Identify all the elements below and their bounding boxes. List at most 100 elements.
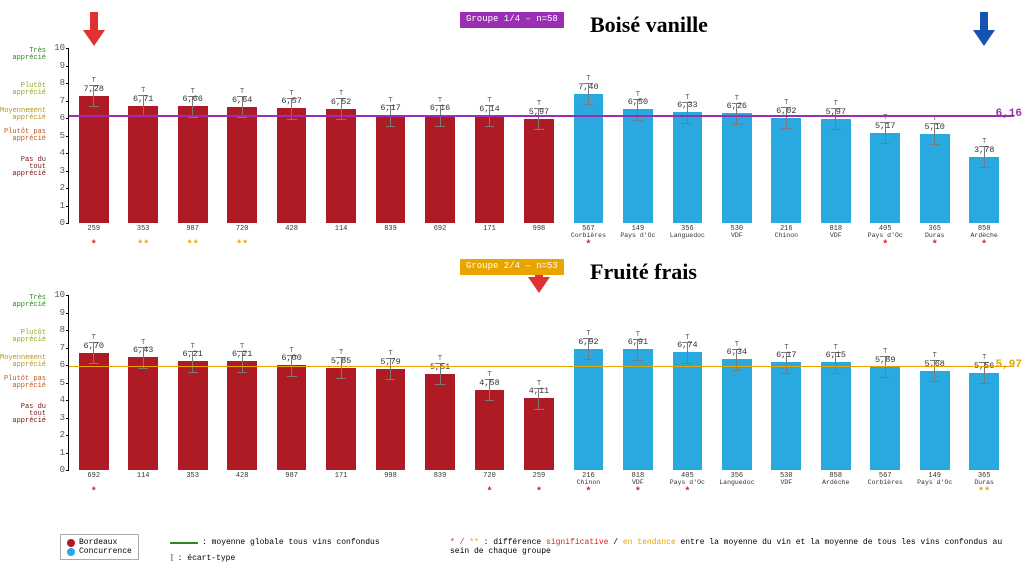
x-axis-label: 356Languedoc bbox=[712, 473, 761, 488]
x-axis-label: 171 bbox=[465, 226, 514, 241]
error-bar-cap-icon bbox=[188, 117, 198, 118]
significance-marker bbox=[613, 242, 662, 250]
legend-swatch-bordeaux-icon bbox=[67, 539, 75, 547]
x-axis-label: 353 bbox=[118, 226, 167, 241]
legend-label-concurrence: Concurrence bbox=[79, 547, 132, 556]
x-axis-label: 428 bbox=[217, 473, 266, 488]
x-axis-label: 259 bbox=[69, 226, 118, 241]
x-axis-label: 353 bbox=[168, 473, 217, 488]
bar-value-label: 6,02 bbox=[762, 106, 811, 116]
significance-marker: * bbox=[465, 489, 514, 497]
y-tick-label: 2 bbox=[45, 183, 65, 193]
error-bar-cap-icon bbox=[583, 104, 593, 105]
bar-value-label: 6,17 bbox=[366, 103, 415, 113]
x-labels-row: 692114353428987171998839720259216Chinon8… bbox=[69, 473, 1009, 488]
bar-value-label: 5,17 bbox=[861, 121, 910, 131]
legend-row-bordeaux: Bordeaux bbox=[67, 538, 132, 547]
bar-icon bbox=[673, 352, 703, 470]
bar-icon bbox=[79, 353, 109, 470]
y-tick-label: 2 bbox=[45, 430, 65, 440]
bar-column: T6,17 bbox=[366, 48, 415, 223]
bar-column: T5,56 bbox=[959, 295, 1008, 470]
bar-column: T5,51 bbox=[415, 295, 464, 470]
bar-icon bbox=[326, 109, 356, 223]
error-bar-cap-icon bbox=[485, 400, 495, 401]
y-tick-label: 10 bbox=[45, 290, 65, 300]
significance-marker bbox=[118, 489, 167, 497]
bar-value-label: 6,17 bbox=[762, 350, 811, 360]
error-bar-cap-icon bbox=[386, 379, 396, 380]
significance-marker: ** bbox=[959, 489, 1008, 497]
bar-value-label: 6,00 bbox=[267, 353, 316, 363]
bar-value-label: 6,92 bbox=[564, 337, 613, 347]
bar-icon bbox=[277, 365, 307, 470]
x-axis-label: 428 bbox=[267, 226, 316, 241]
error-bar-cap-icon bbox=[831, 373, 841, 374]
highlight-arrow-icon bbox=[83, 12, 105, 48]
y-tick-label: 6 bbox=[45, 113, 65, 123]
bars-row: T7,28T6,71T6,66T6,64T6,57T6,52T6,17T6,16… bbox=[69, 48, 1009, 223]
significance-marker: * bbox=[663, 489, 712, 497]
error-bar-cap-icon bbox=[880, 143, 890, 144]
bar-column: T6,14 bbox=[465, 48, 514, 223]
bar-icon bbox=[722, 113, 752, 223]
bar-value-label: 6,43 bbox=[118, 345, 167, 355]
significance-marker: * bbox=[69, 489, 118, 497]
bar-icon bbox=[326, 368, 356, 470]
bar-icon bbox=[771, 118, 801, 223]
bar-column: T6,92 bbox=[564, 295, 613, 470]
y-category-label: Moyennement apprécié bbox=[0, 108, 46, 129]
significance-marker: * bbox=[514, 489, 563, 497]
error-bar-cap-icon bbox=[930, 144, 940, 145]
y-category-label: Plutôt pas apprécié bbox=[0, 129, 46, 157]
error-bar-cap-icon bbox=[831, 129, 841, 130]
bar-value-label: 5,85 bbox=[316, 356, 365, 366]
significance-marker bbox=[712, 489, 761, 497]
y-tick-label: 9 bbox=[45, 61, 65, 71]
bar-column: T6,00 bbox=[267, 295, 316, 470]
y-category-label: Plutôt apprécié bbox=[0, 83, 46, 108]
y-tick-label: 3 bbox=[45, 166, 65, 176]
error-bar-cap-icon bbox=[930, 381, 940, 382]
bar-column: T5,85 bbox=[316, 295, 365, 470]
x-axis-label: 858Ardèche bbox=[811, 473, 860, 488]
error-bar-cap-icon bbox=[633, 360, 643, 361]
bar-value-label: 6,74 bbox=[663, 340, 712, 350]
significance-marker: ** bbox=[217, 242, 266, 250]
legend-significance-desc: * / ** : différence significative / en t… bbox=[450, 538, 1010, 556]
legend-swatch-concurrence-icon bbox=[67, 548, 75, 556]
bar-value-label: 4,11 bbox=[514, 386, 563, 396]
bar-column: T6,34 bbox=[712, 295, 761, 470]
error-bar-cap-icon bbox=[534, 129, 544, 130]
x-axis-label: 356Languedoc bbox=[663, 226, 712, 241]
error-bar-cap-icon bbox=[237, 117, 247, 118]
error-bar-cap-icon bbox=[237, 372, 247, 373]
bar-value-label: 6,66 bbox=[168, 94, 217, 104]
mean-line-value: 6,16 bbox=[996, 108, 1022, 120]
bar-value-label: 6,52 bbox=[316, 97, 365, 107]
legend-mean-desc: : moyenne globale tous vins confondus bbox=[170, 538, 380, 547]
bar-value-label: 6,64 bbox=[217, 95, 266, 105]
bar-value-label: 6,15 bbox=[811, 350, 860, 360]
y-category-label: Pas du tout apprécié bbox=[0, 404, 46, 471]
significance-marker bbox=[663, 242, 712, 250]
x-axis-label: 365Duras bbox=[959, 473, 1008, 488]
significance-marker bbox=[514, 242, 563, 250]
significance-marker bbox=[316, 489, 365, 497]
y-category-label: Pas du tout apprécié bbox=[0, 157, 46, 224]
bar-icon bbox=[574, 349, 604, 470]
bar-column: T3,78 bbox=[959, 48, 1008, 223]
legend-row-concurrence: Concurrence bbox=[67, 547, 132, 556]
error-bar-cap-icon bbox=[732, 370, 742, 371]
x-axis-label: 987 bbox=[267, 473, 316, 488]
bar-value-label: 6,33 bbox=[663, 100, 712, 110]
error-bar-cap-icon bbox=[979, 167, 989, 168]
x-axis-label: 405Pays d'Oc bbox=[663, 473, 712, 488]
x-axis-label: 720 bbox=[217, 226, 266, 241]
bar-column: T6,17 bbox=[762, 295, 811, 470]
significance-marker: ** bbox=[118, 242, 167, 250]
bar-column: T6,57 bbox=[267, 48, 316, 223]
bar-icon bbox=[870, 133, 900, 223]
bar-column: T6,70 bbox=[69, 295, 118, 470]
bar-column: T5,10 bbox=[910, 48, 959, 223]
